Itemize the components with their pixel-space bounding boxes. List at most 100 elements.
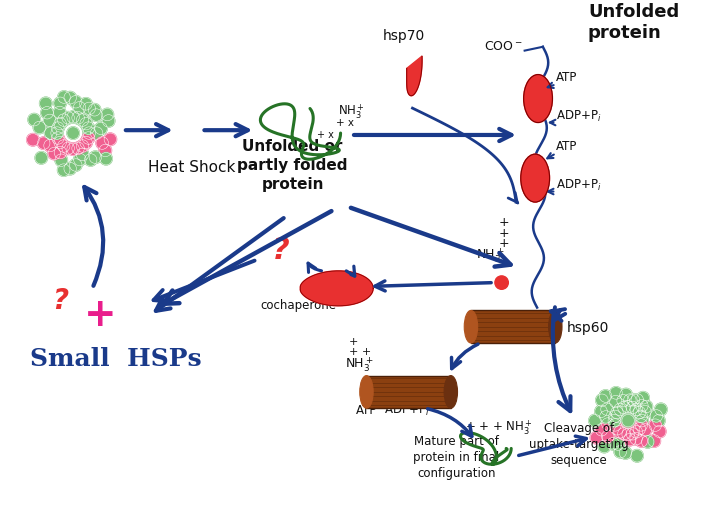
Circle shape bbox=[653, 425, 666, 438]
Ellipse shape bbox=[548, 311, 562, 343]
Circle shape bbox=[641, 436, 654, 448]
Circle shape bbox=[653, 415, 665, 427]
Circle shape bbox=[44, 115, 56, 127]
Circle shape bbox=[48, 148, 61, 161]
Circle shape bbox=[70, 96, 82, 109]
Circle shape bbox=[635, 435, 648, 447]
Circle shape bbox=[596, 424, 608, 436]
Circle shape bbox=[72, 143, 84, 155]
Circle shape bbox=[649, 419, 662, 432]
Circle shape bbox=[101, 109, 113, 122]
Circle shape bbox=[633, 423, 646, 435]
Circle shape bbox=[76, 149, 89, 162]
Text: +: + bbox=[498, 216, 509, 229]
Circle shape bbox=[96, 137, 108, 150]
Circle shape bbox=[633, 407, 646, 419]
Circle shape bbox=[599, 390, 612, 402]
Circle shape bbox=[624, 394, 636, 407]
Text: + x: + x bbox=[317, 130, 334, 139]
Circle shape bbox=[74, 154, 86, 167]
Circle shape bbox=[39, 98, 52, 111]
Circle shape bbox=[58, 115, 70, 127]
Circle shape bbox=[620, 447, 631, 459]
Circle shape bbox=[58, 91, 70, 104]
Circle shape bbox=[639, 406, 651, 418]
Text: hsp70: hsp70 bbox=[383, 29, 425, 43]
Circle shape bbox=[648, 435, 660, 447]
Text: Cleavage of
uptake-targeting
sequence: Cleavage of uptake-targeting sequence bbox=[529, 421, 629, 466]
Text: NH$_3^+$: NH$_3^+$ bbox=[346, 355, 374, 373]
Circle shape bbox=[76, 115, 89, 127]
Circle shape bbox=[608, 415, 620, 427]
Circle shape bbox=[631, 449, 643, 462]
Circle shape bbox=[100, 153, 112, 166]
Circle shape bbox=[44, 128, 57, 140]
Text: Heat Shock: Heat Shock bbox=[149, 160, 236, 175]
Circle shape bbox=[70, 160, 82, 172]
Circle shape bbox=[630, 433, 642, 445]
Circle shape bbox=[82, 132, 94, 145]
Circle shape bbox=[27, 134, 39, 147]
Circle shape bbox=[630, 403, 643, 416]
Circle shape bbox=[83, 128, 95, 140]
Text: + +: + + bbox=[349, 347, 372, 357]
Circle shape bbox=[80, 118, 92, 131]
Circle shape bbox=[598, 440, 610, 453]
Circle shape bbox=[51, 128, 63, 140]
Circle shape bbox=[601, 430, 614, 443]
Circle shape bbox=[90, 128, 103, 140]
Text: + + + NH$_3^+$: + + + NH$_3^+$ bbox=[465, 418, 533, 436]
Circle shape bbox=[84, 155, 97, 167]
Circle shape bbox=[58, 140, 70, 153]
Circle shape bbox=[89, 152, 101, 164]
Text: Mature part of
protein in final
configuration: Mature part of protein in final configur… bbox=[413, 434, 500, 479]
Text: Unfolded
protein: Unfolded protein bbox=[588, 4, 679, 42]
Text: +: + bbox=[498, 237, 509, 249]
Circle shape bbox=[80, 98, 92, 111]
Text: +: + bbox=[349, 336, 358, 346]
Circle shape bbox=[627, 401, 639, 414]
Circle shape bbox=[54, 98, 66, 110]
Text: COO$^-$: COO$^-$ bbox=[484, 39, 522, 53]
Circle shape bbox=[73, 103, 86, 115]
FancyBboxPatch shape bbox=[367, 376, 451, 409]
Circle shape bbox=[614, 403, 627, 416]
Circle shape bbox=[602, 418, 614, 430]
Circle shape bbox=[622, 415, 634, 427]
Circle shape bbox=[612, 438, 624, 450]
Circle shape bbox=[64, 92, 77, 105]
Circle shape bbox=[35, 153, 47, 165]
Circle shape bbox=[589, 415, 601, 427]
Circle shape bbox=[614, 445, 627, 458]
Circle shape bbox=[55, 155, 68, 167]
Circle shape bbox=[88, 105, 101, 117]
Circle shape bbox=[637, 392, 649, 404]
Ellipse shape bbox=[521, 155, 550, 203]
Text: ADP+P$_i$: ADP+P$_i$ bbox=[556, 109, 602, 124]
Circle shape bbox=[28, 114, 40, 127]
Circle shape bbox=[640, 400, 653, 413]
Circle shape bbox=[635, 411, 648, 423]
Circle shape bbox=[601, 403, 613, 416]
Circle shape bbox=[44, 140, 56, 153]
Text: Small  HSPs: Small HSPs bbox=[30, 346, 202, 370]
Text: ?: ? bbox=[53, 286, 69, 314]
Circle shape bbox=[617, 401, 630, 414]
Circle shape bbox=[609, 419, 621, 431]
Circle shape bbox=[80, 137, 92, 149]
Circle shape bbox=[639, 424, 651, 436]
Circle shape bbox=[622, 401, 634, 413]
Circle shape bbox=[609, 411, 621, 423]
FancyBboxPatch shape bbox=[471, 311, 555, 343]
Circle shape bbox=[610, 395, 622, 408]
Circle shape bbox=[655, 403, 667, 416]
Circle shape bbox=[72, 112, 84, 125]
Circle shape bbox=[58, 165, 70, 177]
Circle shape bbox=[617, 394, 629, 407]
Text: +: + bbox=[84, 295, 116, 333]
Circle shape bbox=[54, 147, 67, 160]
Circle shape bbox=[83, 103, 96, 115]
Text: NH$_3^+$: NH$_3^+$ bbox=[476, 245, 504, 264]
Circle shape bbox=[104, 134, 117, 146]
Circle shape bbox=[596, 394, 608, 407]
